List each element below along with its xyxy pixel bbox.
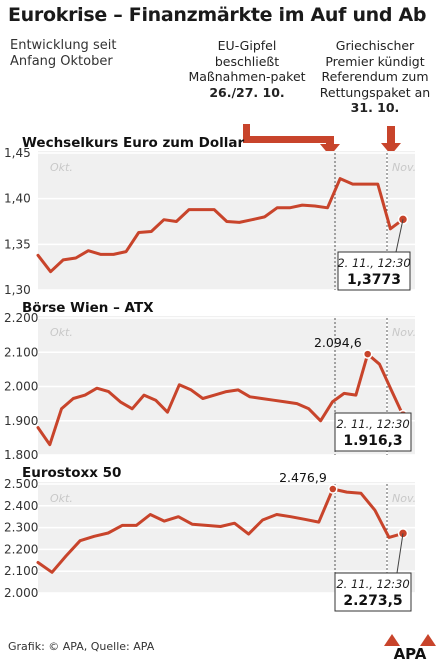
chart-2-callout-box (334, 572, 412, 612)
chart-0-ytick: 1,30 (4, 283, 31, 297)
chart-2-callout-value: 2.273,5 (343, 593, 402, 609)
chart-1-peak-label: 2.094,6 (314, 335, 362, 350)
footer-credit: Grafik: © APA, Quelle: APA (8, 640, 155, 653)
chart-0-callout-box (337, 251, 411, 291)
chart-1-month-label: Okt. (50, 326, 73, 339)
chart-2-peak-label: 2.476,9 (279, 470, 327, 485)
chart-0-callout-pointer (395, 219, 404, 253)
annotation-greek-pm-text: Griechischer Premier kündigt Referendum … (319, 38, 431, 100)
chart-0-month-label: Nov. (392, 161, 416, 174)
chart-0-series-line (36, 177, 405, 274)
chart-2-ytick: 2.200 (4, 542, 38, 556)
chart-1-callout-label: 2. 11., 12:30 (336, 417, 409, 431)
chart-0-callout-value: 1,3773 (347, 272, 401, 288)
apa-logo-text: APA (394, 645, 427, 660)
chart-2-ytick: 2.100 (4, 564, 38, 578)
annotation-eu-summit: EU-Gipfel beschließt Maßnahmen-paket 26.… (186, 38, 308, 100)
chart-1-peak-marker (362, 349, 373, 359)
chart-0-ytick: 1,40 (4, 192, 31, 206)
apa-logo: APA (384, 634, 436, 663)
chart-1-ytick: 1.800 (4, 448, 38, 462)
chart-1-ytick: 2.100 (4, 345, 38, 359)
chart-0-ytick: 1,35 (4, 237, 31, 251)
chart-0-title: Wechselkurs Euro zum Dollar (22, 135, 245, 151)
chart-0-month-label: Okt. (50, 161, 73, 174)
annotation-eu-summit-text: EU-Gipfel beschließt Maßnahmen-paket (188, 38, 306, 84)
chart-1-title: Börse Wien – ATX (22, 300, 154, 316)
chart-1-callout-box (334, 412, 412, 452)
annotation-greek-pm-date: 31. 10. (350, 100, 400, 115)
annotation-eu-summit-date: 26./27. 10. (209, 84, 285, 100)
annotation-greek-pm: Griechischer Premier kündigt Referendum … (312, 38, 438, 116)
chart-2-peak-marker (328, 484, 338, 494)
chart-2-callout-label: 2. 11., 12:30 (336, 577, 409, 591)
chart-2-ytick: 2.400 (4, 499, 38, 513)
chart-2-callout-pointer (396, 533, 404, 574)
chart-2-title: Eurostoxx 50 (22, 465, 121, 481)
chart-2-month-label: Okt. (50, 492, 73, 505)
chart-0-callout-label: 2. 11., 12:30 (337, 256, 410, 270)
chart-1-ytick: 1.900 (4, 414, 38, 428)
page-title: Eurokrise – Finanzmärkte im Auf und Ab (8, 4, 427, 26)
chart-2-month-label: Nov. (392, 492, 416, 505)
chart-1-ytick: 2.200 (4, 311, 38, 325)
chart-1-series-line (36, 352, 405, 447)
chart-2-ytick: 2.500 (4, 477, 38, 491)
chart-1-ytick: 2.000 (4, 380, 38, 394)
chart-0-ytick: 1,45 (4, 146, 31, 160)
chart-2-series-line (36, 487, 405, 574)
chart-1-callout-value: 1.916,3 (343, 433, 402, 449)
chart-2-ytick: 2.300 (4, 521, 38, 535)
subtitle: Entwicklung seit Anfang Oktober (10, 38, 117, 69)
chart-2-ytick: 2.000 (4, 586, 38, 600)
chart-1-month-label: Nov. (392, 326, 416, 339)
